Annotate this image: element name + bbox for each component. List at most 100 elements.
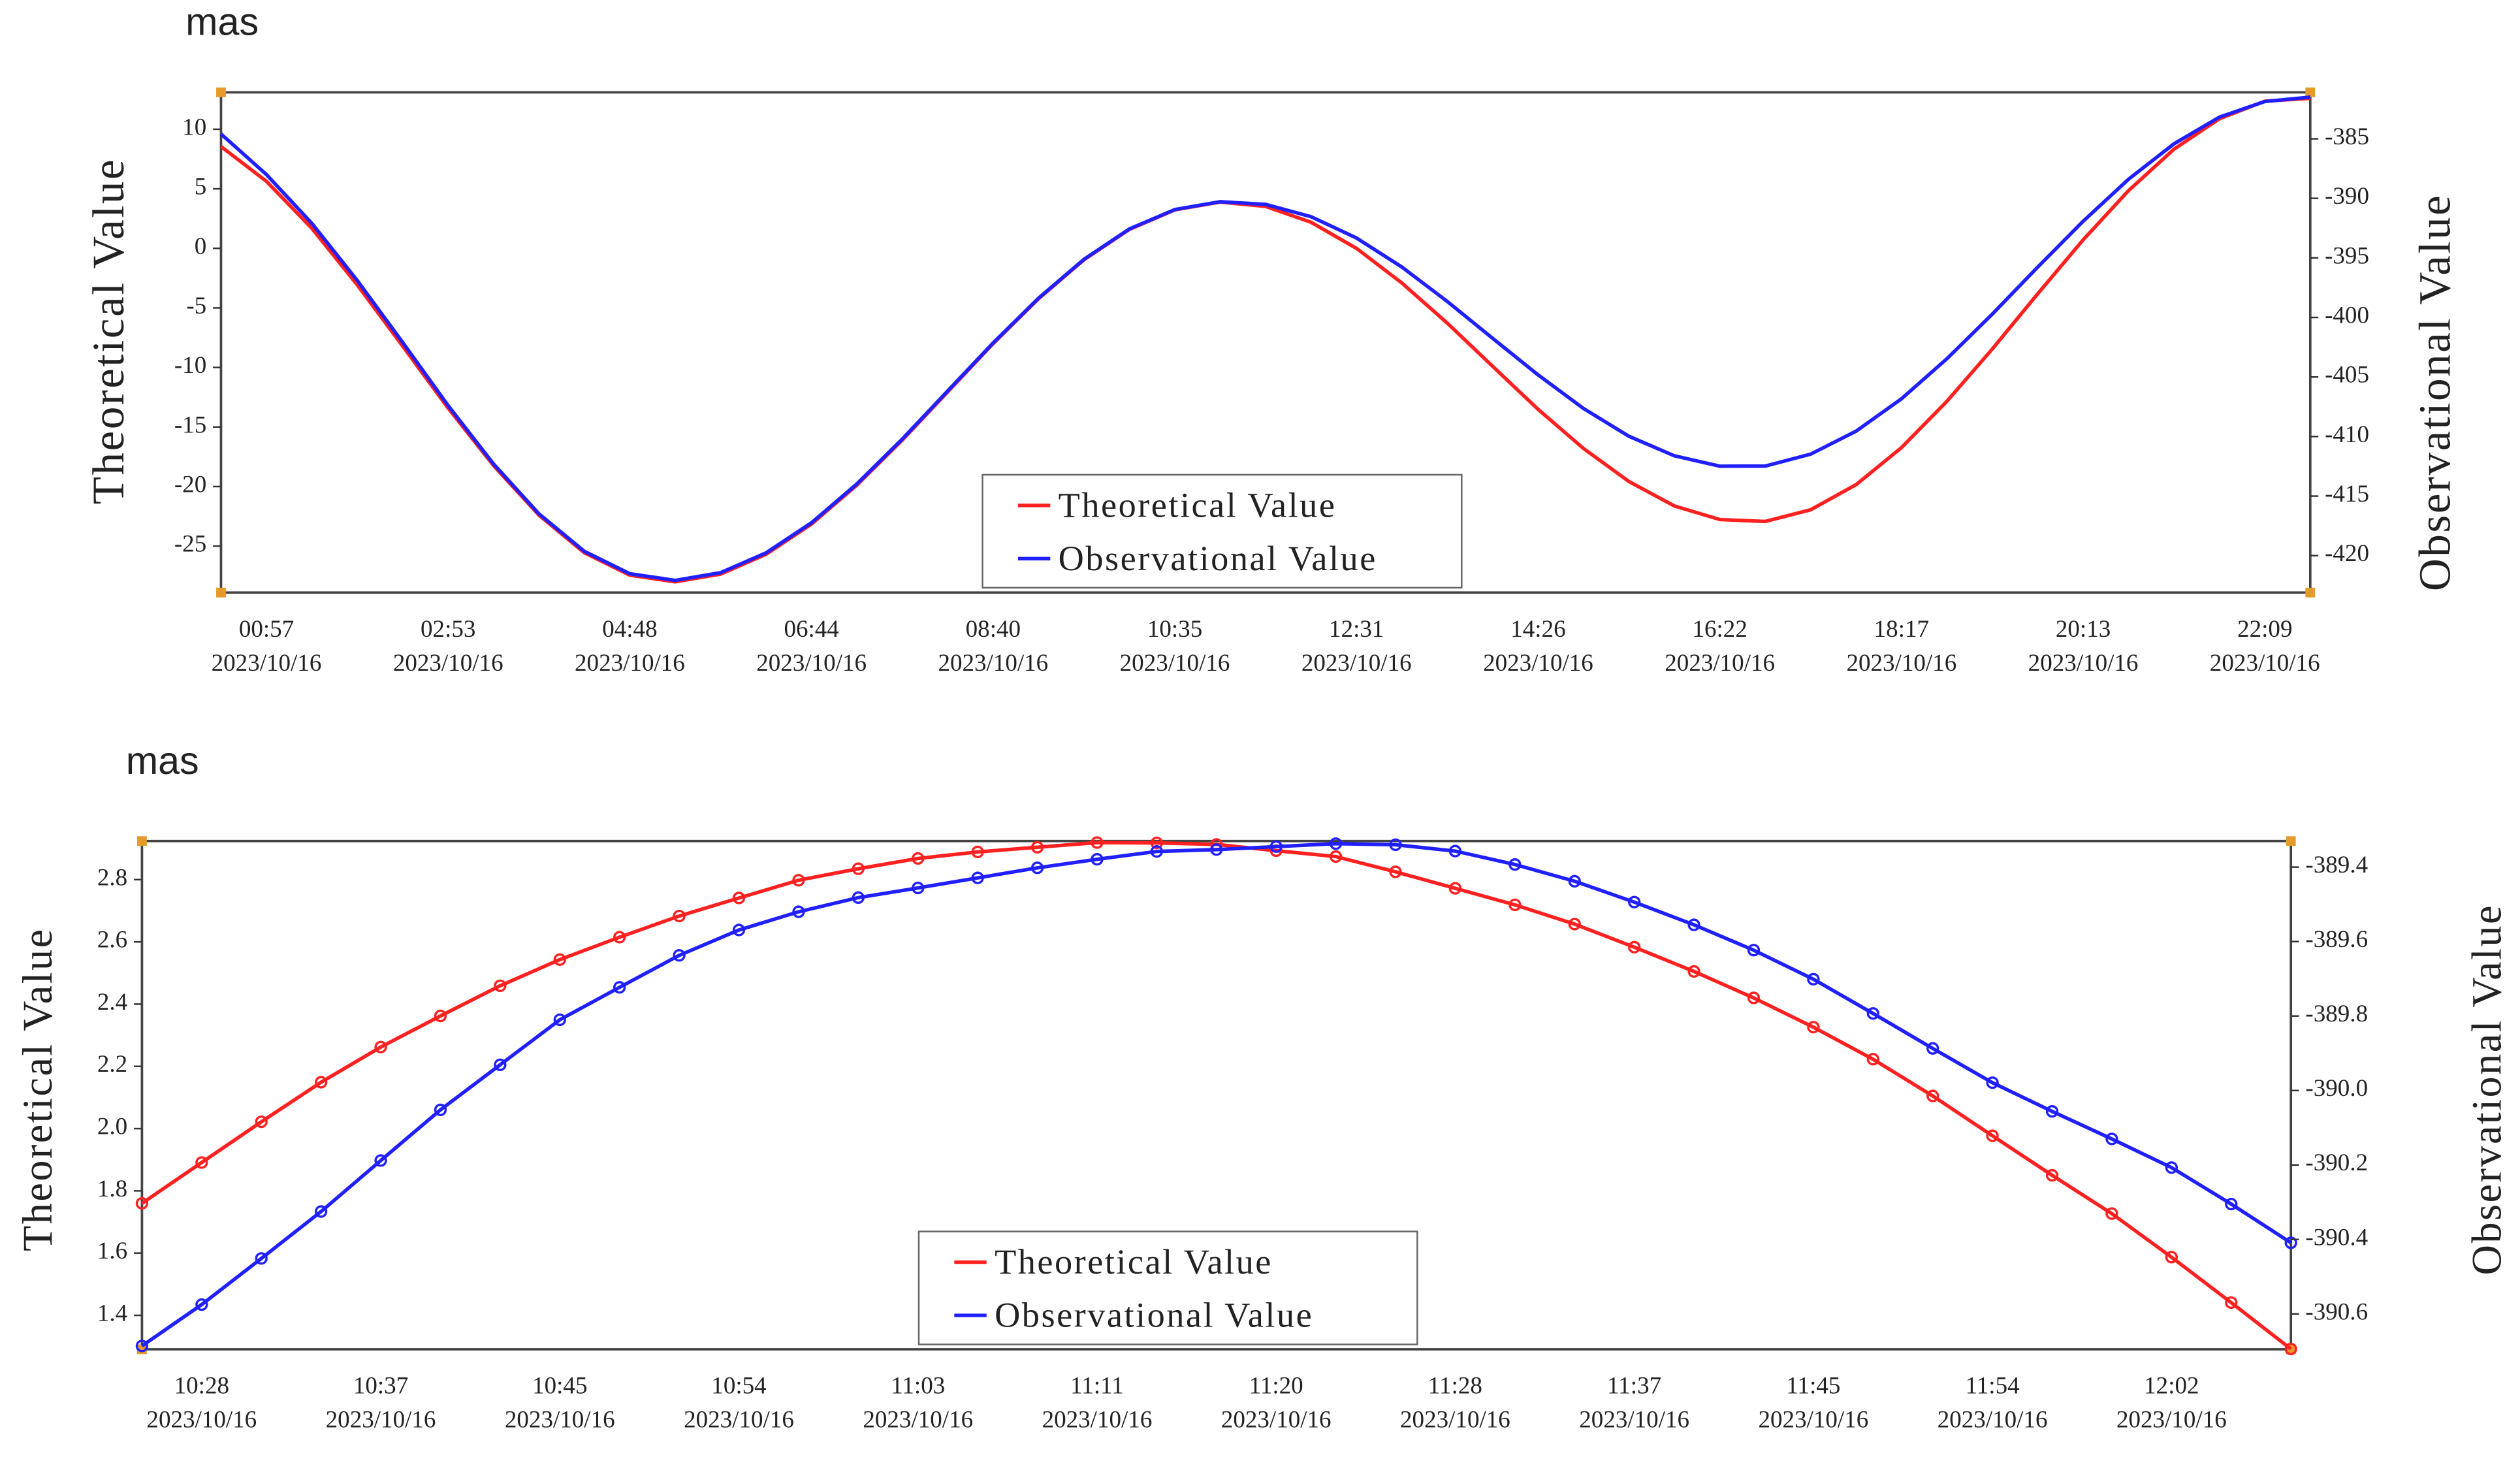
data-point — [2284, 1236, 2297, 1249]
data-point — [1091, 836, 1104, 849]
data-point — [1030, 861, 1044, 875]
x-tick-date: 2023/10/16 — [1759, 1407, 1869, 1434]
tick-label: -10 — [174, 352, 206, 379]
data-point — [912, 881, 925, 895]
data-point — [1568, 918, 1581, 931]
x-tick-date: 2023/10/16 — [1846, 650, 1956, 677]
x-tick-label: 04:48 — [602, 616, 657, 643]
data-point — [792, 905, 805, 918]
x-tick-label: 18:17 — [1874, 616, 1929, 643]
x-tick-label: 10:35 — [1147, 616, 1202, 643]
tick-label: -389.8 — [2305, 1001, 2368, 1027]
tick-label: -405 — [2325, 362, 2369, 389]
tick-label: -390.0 — [2305, 1075, 2368, 1102]
data-point — [1628, 940, 1641, 954]
data-point — [1210, 843, 1223, 856]
chart: Theoretical Value Observational Value — [216, 87, 2316, 598]
tick-label: -389.6 — [2305, 926, 2368, 953]
x-tick-date: 2023/10/16 — [212, 650, 322, 677]
x-tick-date: 2023/10/16 — [1120, 650, 1230, 677]
tick-label: -410 — [2325, 421, 2369, 448]
tick-label: -395 — [2325, 242, 2369, 269]
data-point — [912, 852, 925, 865]
data-point — [673, 909, 686, 923]
x-tick-label: 10:45 — [532, 1373, 587, 1400]
x-tick-date: 2023/10/16 — [393, 650, 503, 677]
tick-label: -25 — [174, 531, 206, 558]
corner-handle — [216, 587, 226, 598]
data-line — [219, 95, 2311, 583]
data-point — [1747, 944, 1761, 957]
x-tick-date: 2023/10/16 — [1400, 1407, 1510, 1434]
x-tick-date: 2023/10/16 — [756, 650, 867, 677]
data-point — [1568, 875, 1581, 888]
tick-label: -420 — [2325, 540, 2369, 567]
data-point — [1329, 837, 1343, 850]
data-point — [1448, 844, 1462, 858]
unit-label: mas — [185, 0, 259, 43]
data-point — [315, 1205, 328, 1218]
corner-handle — [2305, 87, 2316, 97]
data-point — [1091, 853, 1104, 866]
chart: Theoretical Value Observational Value — [135, 836, 2297, 1356]
tick-label: 2.8 — [97, 864, 127, 891]
x-tick-date: 2023/10/16 — [2210, 650, 2320, 677]
x-tick-label: 00:57 — [239, 616, 294, 643]
x-tick-date: 2023/10/16 — [1579, 1407, 1689, 1434]
x-tick-date: 2023/10/16 — [863, 1407, 973, 1434]
data-point — [1807, 972, 1820, 986]
data-point — [2165, 1161, 2178, 1174]
data-point — [135, 1340, 149, 1353]
data-point — [2045, 1168, 2059, 1182]
y-axis-title: Theoretical Value — [14, 927, 61, 1251]
data-point — [374, 1154, 387, 1167]
data-point — [1687, 965, 1700, 978]
x-tick-label: 16:22 — [1692, 616, 1747, 643]
tick-label: 2.0 — [97, 1114, 127, 1140]
data-point — [255, 1115, 268, 1129]
x-tick-date: 2023/10/16 — [2028, 650, 2139, 677]
tick-label: 1.8 — [97, 1176, 127, 1202]
legend-label: Observational Value — [1059, 539, 1377, 578]
x-tick-date: 2023/10/16 — [1221, 1407, 1332, 1434]
data-point — [2105, 1207, 2118, 1220]
x-tick-date: 2023/10/16 — [1938, 1407, 2048, 1434]
data-point — [2105, 1132, 2118, 1146]
data-point — [1030, 841, 1044, 854]
x-tick-label: 06:44 — [784, 616, 838, 643]
legend-label: Observational Value — [995, 1295, 1313, 1334]
x-tick-date: 2023/10/16 — [2116, 1407, 2227, 1434]
x-tick-label: 12:31 — [1329, 616, 1384, 643]
data-point — [1866, 1007, 1879, 1020]
data-point — [255, 1252, 268, 1265]
data-point — [1986, 1129, 1999, 1142]
tick-label: -385 — [2325, 123, 2369, 150]
x-tick-date: 2023/10/16 — [1665, 650, 1775, 677]
data-point — [971, 845, 984, 859]
x-tick-label: 11:03 — [891, 1373, 945, 1400]
tick-label: 10 — [182, 114, 206, 140]
data-point — [792, 874, 805, 887]
x-tick-label: 20:13 — [2056, 616, 2111, 643]
x-tick-label: 11:28 — [1428, 1373, 1482, 1400]
tick-label: -390.4 — [2305, 1224, 2368, 1251]
data-point — [1150, 836, 1164, 850]
x-tick-label: 12:02 — [2144, 1373, 2199, 1400]
tick-label: -5 — [186, 293, 206, 319]
x-tick-label: 10:54 — [711, 1373, 766, 1400]
y-axis-title: Theoretical Value — [83, 158, 133, 504]
x-tick-date: 2023/10/16 — [1483, 650, 1593, 677]
corner-handle — [136, 836, 147, 846]
legend-label: Theoretical Value — [1059, 485, 1337, 524]
data-point — [2284, 1342, 2297, 1356]
x-tick-date: 2023/10/16 — [326, 1407, 436, 1434]
x-tick-label: 11:45 — [1786, 1373, 1840, 1400]
tick-label: -389.4 — [2305, 852, 2368, 878]
data-point — [852, 862, 865, 875]
data-point — [613, 981, 626, 994]
tick-label: -390.6 — [2305, 1298, 2368, 1325]
data-point — [374, 1040, 387, 1053]
data-point — [673, 949, 686, 962]
data-point — [1508, 898, 1522, 912]
